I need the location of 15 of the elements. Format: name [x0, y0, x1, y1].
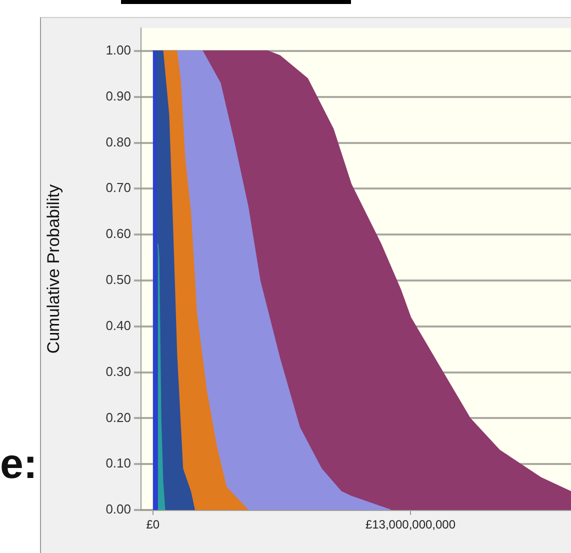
y-tick-label: 0.10 [106, 456, 131, 471]
x-tick-label: £13,000,000,000 [365, 518, 456, 532]
text: e: [0, 440, 38, 488]
y-tick-label: 0.30 [106, 364, 131, 379]
y-tick-label: 1.00 [106, 42, 131, 58]
y-tick-label: 0.70 [106, 180, 131, 196]
y-tick-label: 0.90 [106, 88, 131, 104]
y-axis-title: Cumulative Probability [44, 184, 63, 354]
y-tick-label: 0.50 [106, 272, 131, 288]
y-tick-label: 0.80 [106, 134, 131, 150]
y-tick-label: 0.40 [106, 318, 131, 333]
y-tick-label: 0.00 [106, 502, 131, 517]
y-tick-label: 0.60 [106, 226, 131, 242]
y-tick-label: 0.20 [106, 410, 131, 425]
x-tick-label: £0 [146, 518, 160, 532]
